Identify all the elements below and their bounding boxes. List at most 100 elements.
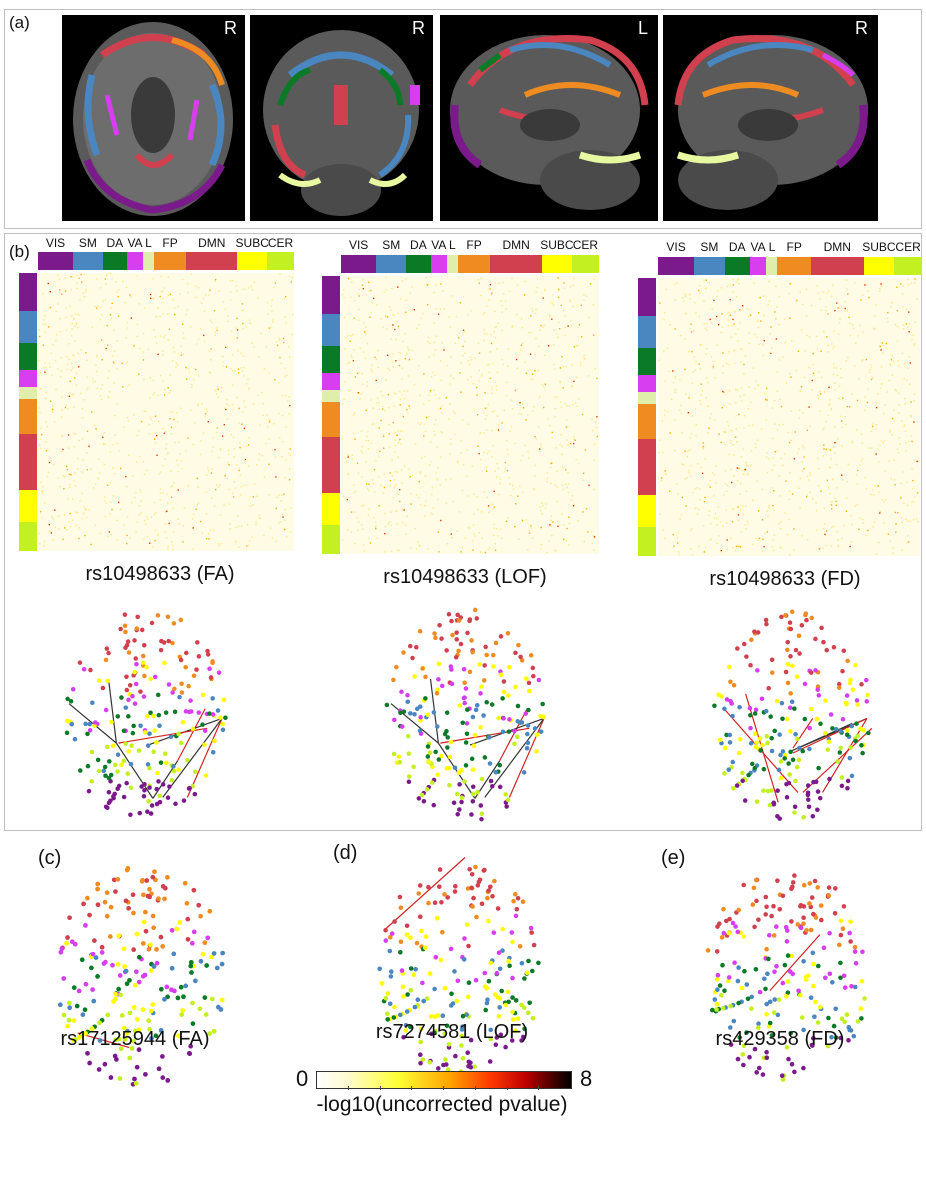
brain-node xyxy=(732,960,737,965)
brain-node xyxy=(519,961,525,966)
brain-node xyxy=(482,867,487,873)
brain-node xyxy=(764,1055,770,1060)
brain-node xyxy=(812,1014,817,1019)
brain-node xyxy=(160,1054,165,1059)
brain-node xyxy=(102,1061,108,1067)
brain-node xyxy=(416,891,421,896)
brain-node xyxy=(379,981,385,986)
brain-node xyxy=(172,709,178,715)
brain-node xyxy=(484,1000,490,1006)
brain-node xyxy=(497,762,503,768)
connection-edge xyxy=(508,718,545,798)
brain-node xyxy=(501,716,506,721)
brain-node xyxy=(119,695,124,700)
brain-node xyxy=(474,616,480,621)
brain-node xyxy=(174,926,180,932)
brain-node xyxy=(811,911,816,917)
brain-node xyxy=(389,969,394,974)
brain-node xyxy=(186,683,191,689)
colorbar-min-label: 0 xyxy=(296,1066,309,1091)
brain-node xyxy=(755,630,761,635)
brain-node xyxy=(769,735,774,741)
network-segment-sm xyxy=(638,316,656,349)
brain-node xyxy=(68,699,74,704)
brain-node xyxy=(455,978,461,984)
brain-node xyxy=(128,785,134,790)
brain-node xyxy=(125,865,131,871)
brain-node xyxy=(220,950,226,956)
brain-node xyxy=(769,1033,775,1038)
brain-node xyxy=(454,630,459,635)
brain-node xyxy=(530,968,535,974)
brain-node xyxy=(185,757,190,763)
brain-node xyxy=(852,944,858,950)
brain-node xyxy=(418,1039,423,1045)
network-segment-l xyxy=(322,390,340,402)
brain-node xyxy=(204,963,210,968)
brain-node xyxy=(189,940,195,946)
network-segment-subc xyxy=(322,492,340,525)
brain-node xyxy=(146,946,152,952)
brain-node xyxy=(845,785,850,791)
brain-node xyxy=(841,648,847,654)
brain-node xyxy=(176,1033,181,1039)
brain-node xyxy=(429,1031,434,1037)
brain-node xyxy=(411,764,416,770)
network-color-bar-vertical xyxy=(638,278,656,556)
brain-node xyxy=(210,696,215,701)
brain-node xyxy=(740,1052,746,1057)
brain-node xyxy=(715,987,720,992)
brain-node xyxy=(754,877,759,883)
brain-node xyxy=(796,988,801,994)
brain-node xyxy=(141,919,147,925)
network-label-sm: SM xyxy=(382,238,401,252)
brain-node xyxy=(169,965,175,971)
brain-node xyxy=(509,930,515,935)
brain-node xyxy=(417,883,423,888)
brain-node xyxy=(736,750,742,756)
connection-edge xyxy=(437,742,476,799)
brain-node xyxy=(131,723,136,729)
brain-node xyxy=(789,953,795,959)
brain-node xyxy=(185,937,191,942)
brain-node xyxy=(460,1056,466,1061)
brain-node xyxy=(839,783,845,789)
brain-node xyxy=(202,940,208,946)
brain-node xyxy=(741,882,746,888)
brain-node xyxy=(424,996,430,1001)
brain-node xyxy=(124,981,130,987)
brain-node xyxy=(845,728,850,733)
brain-node xyxy=(465,994,471,1000)
brain-node xyxy=(439,900,444,905)
network-color-bar xyxy=(341,255,599,273)
brain-node xyxy=(764,621,769,627)
brain-node xyxy=(749,1006,754,1011)
brain-node xyxy=(848,677,853,683)
brain-node xyxy=(216,670,222,675)
brain-node xyxy=(519,1038,524,1043)
brain-node xyxy=(810,950,816,956)
brain-node xyxy=(138,723,143,729)
brain-node xyxy=(131,910,136,916)
brain-node xyxy=(453,655,459,660)
brain-node xyxy=(442,1031,447,1037)
network-segment-fp xyxy=(153,252,187,270)
brain-node xyxy=(447,754,453,760)
brain-node xyxy=(479,684,484,689)
brain-node xyxy=(810,1043,815,1048)
brain-node xyxy=(425,744,431,749)
brain-node xyxy=(130,892,136,898)
brain-node xyxy=(784,939,790,944)
brain-node xyxy=(71,985,77,990)
brain-node xyxy=(494,1035,500,1040)
brain-node xyxy=(727,916,732,922)
brain-node xyxy=(131,1005,137,1010)
brain-node xyxy=(808,904,814,910)
brain-node xyxy=(445,1067,451,1072)
brain-node xyxy=(748,712,753,718)
brain-connectome-plot xyxy=(703,605,878,827)
network-segment-da xyxy=(322,346,340,373)
brain-node xyxy=(460,1013,466,1019)
brain-node xyxy=(83,1031,88,1036)
brain-node xyxy=(763,986,768,992)
